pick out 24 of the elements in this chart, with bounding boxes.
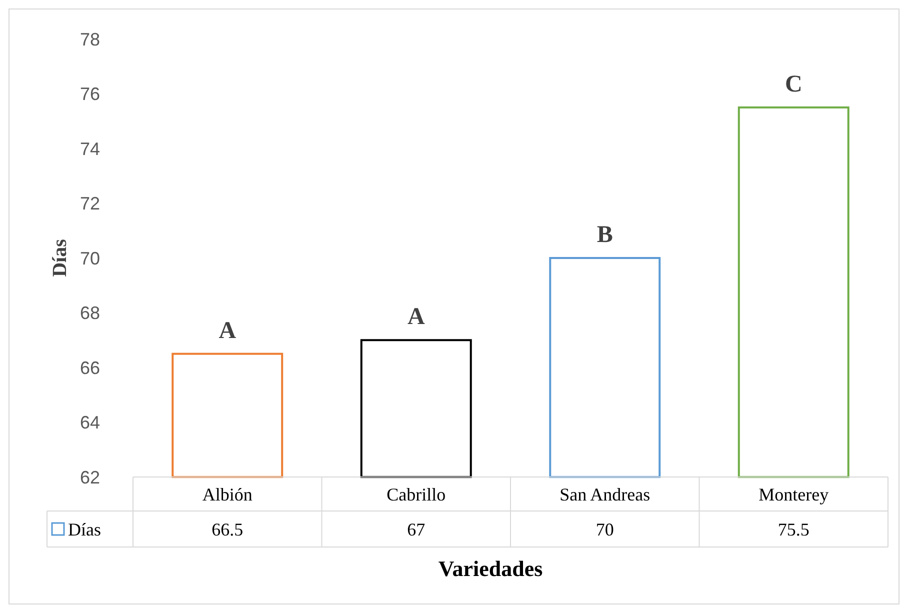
x-tick-label: San Andreas [560, 484, 650, 504]
annotation: A [407, 304, 426, 330]
annotation: B [596, 222, 613, 248]
y-tick-label: 74 [80, 138, 100, 159]
x-axis-title: Variedades [438, 556, 544, 581]
y-tick-label: 70 [80, 248, 100, 268]
annotation: C [784, 71, 802, 98]
y-tick-label: 68 [80, 303, 100, 324]
y-tick-label: 72 [80, 194, 100, 214]
x-tick-label: Monterey [758, 484, 829, 504]
y-tick-label: 66 [80, 358, 100, 378]
data-label: 75.5 [778, 519, 810, 540]
legend-label: Días [68, 519, 101, 540]
y-tick-label: 62 [80, 467, 100, 488]
annotation: A [218, 318, 237, 344]
y-axis-title: Días [49, 238, 71, 277]
data-label: 67 [407, 519, 426, 540]
y-tick-label: 76 [80, 84, 100, 104]
x-tick-label: Albión [202, 484, 252, 504]
data-label: 70 [596, 519, 614, 540]
data-label: 66.5 [212, 519, 244, 540]
y-tick-label: 78 [80, 29, 100, 50]
y-tick-label: 64 [80, 412, 100, 433]
x-tick-label: Cabrillo [386, 484, 446, 504]
